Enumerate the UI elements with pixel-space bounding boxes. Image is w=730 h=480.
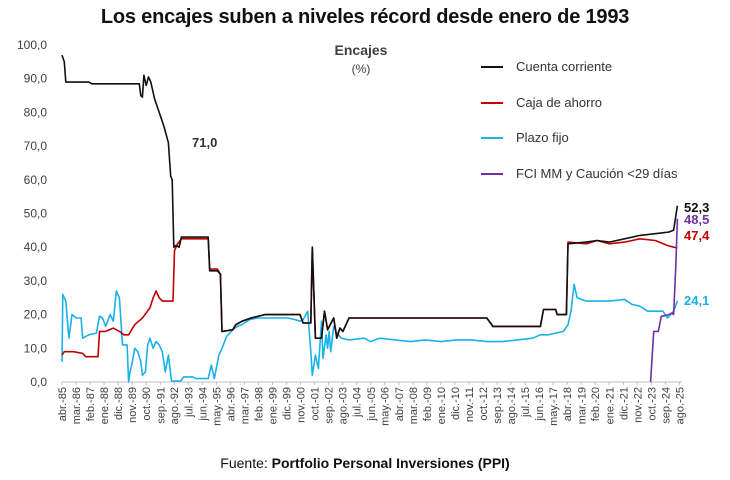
x-tick-label: dic.-99	[282, 387, 294, 420]
x-tick-label: feb.-98	[253, 387, 265, 421]
legend-label: Cuenta corriente	[516, 59, 612, 74]
source-name: Portfolio Personal Inversiones (PPI)	[271, 455, 510, 471]
x-tick-label: jul.-04	[352, 387, 364, 418]
x-tick-label: ene.-88	[99, 387, 111, 424]
x-tick-label: feb.-87	[85, 387, 97, 421]
x-tick-label: may.-17	[548, 387, 560, 426]
x-tick-label: ago.-92	[169, 387, 181, 424]
x-tick-label: abr.-18	[562, 387, 574, 421]
end-value-label: 47,4	[684, 228, 710, 243]
x-tick-label: jun.-16	[534, 387, 546, 422]
y-tick-label: 50,0	[24, 207, 48, 221]
chart-title: Los encajes suben a niveles récord desde…	[100, 6, 630, 28]
y-tick-label: 30,0	[24, 274, 48, 288]
x-tick-label: dic.-88	[113, 387, 125, 420]
series-layer	[61, 54, 679, 383]
data-labels: 52,348,547,4 24,1 71,0	[192, 135, 710, 308]
x-tick-label: nov.-00	[296, 387, 308, 423]
x-tick-label: abr.-85	[57, 387, 69, 421]
series-line-caja-de-ahorro	[61, 238, 678, 358]
source-prefix: Fuente:	[220, 455, 272, 471]
y-tick-label: 70,0	[24, 139, 48, 153]
x-tick-label: may.-95	[211, 387, 223, 426]
x-tick-label: ene.-21	[604, 387, 616, 424]
annotation-label: 71,0	[192, 135, 217, 150]
y-tick-label: 10,0	[24, 341, 48, 355]
y-axis: 0,0 10,0 20,0 30,0 40,0 50,0 60,0 70,0 80,0 90,0 1…	[17, 38, 47, 389]
y-tick-label: 60,0	[24, 173, 48, 187]
x-tick-label: ago.-14	[506, 387, 518, 424]
x-tick-label: ago.-03	[338, 387, 350, 424]
x-tick-label: sep.-02	[324, 387, 336, 424]
end-value-label: 52,3	[684, 200, 709, 215]
x-axis: abr.-85 mar.-86 feb.-87 ene.-88 dic.-88 nov.-…	[57, 381, 686, 426]
x-tick-label: jun.-05	[366, 387, 378, 422]
legend-label: Caja de ahorro	[516, 95, 602, 110]
x-tick-label: oct.-90	[141, 387, 153, 421]
x-tick-label: nov.-11	[464, 387, 476, 422]
y-tick-label: 40,0	[24, 240, 48, 254]
x-tick-label: nov.-89	[127, 387, 139, 423]
legend-label: Plazo fijo	[516, 130, 569, 145]
x-tick-label: sep.-13	[492, 387, 504, 424]
x-tick-label: ene.-99	[267, 387, 279, 424]
x-tick-label: mar.-97	[239, 387, 251, 424]
x-tick-label: oct.-01	[310, 387, 322, 421]
x-tick-label: jun.-94	[197, 387, 209, 422]
chart-inner-subtitle: (%)	[352, 62, 371, 76]
x-tick-label: jul.-93	[183, 387, 195, 418]
y-tick-label: 90,0	[24, 72, 48, 86]
legend: Cuenta corriente Caja de ahorro Plazo fijo…	[481, 59, 678, 181]
x-tick-label: dic.-10	[450, 387, 462, 420]
x-tick-label: abr.-96	[225, 387, 237, 421]
y-tick-label: 100,0	[17, 38, 47, 52]
series-line-cuenta-corriente	[61, 54, 679, 340]
series-line-fci-mm-y-cauci-n-29-d-as	[649, 218, 679, 383]
y-tick-label: 0,0	[30, 375, 47, 389]
series-line-plazo-fijo	[61, 283, 679, 383]
x-tick-label: dic.-21	[618, 387, 630, 420]
x-tick-label: may.-06	[380, 387, 392, 426]
x-tick-label: mar.-08	[408, 387, 420, 424]
y-tick-label: 80,0	[24, 105, 48, 119]
x-tick-label: sep.-24	[660, 387, 672, 424]
x-tick-label: ago.-25	[674, 387, 686, 424]
x-tick-label: feb.-20	[590, 387, 602, 421]
source-note: Fuente: Portfolio Personal Inversiones (…	[0, 455, 730, 471]
x-tick-label: feb.-09	[422, 387, 434, 421]
end-value-label: 48,5	[684, 212, 709, 227]
chart-inner-title: Encajes	[335, 42, 388, 58]
x-tick-label: jul.-15	[520, 387, 532, 418]
end-value-label: 24,1	[684, 293, 709, 308]
x-tick-label: oct.-23	[646, 387, 658, 421]
x-tick-label: oct.-12	[478, 387, 490, 421]
x-tick-label: ene.-10	[436, 387, 448, 424]
x-tick-label: nov.-22	[632, 387, 644, 423]
x-tick-label: abr.-07	[394, 387, 406, 421]
x-tick-label: mar.-19	[576, 387, 588, 424]
legend-label: FCI MM y Caución <29 días	[516, 166, 678, 181]
y-tick-label: 20,0	[24, 308, 48, 322]
x-tick-label: mar.-86	[71, 387, 83, 424]
x-tick-label: sep.-91	[155, 387, 167, 424]
